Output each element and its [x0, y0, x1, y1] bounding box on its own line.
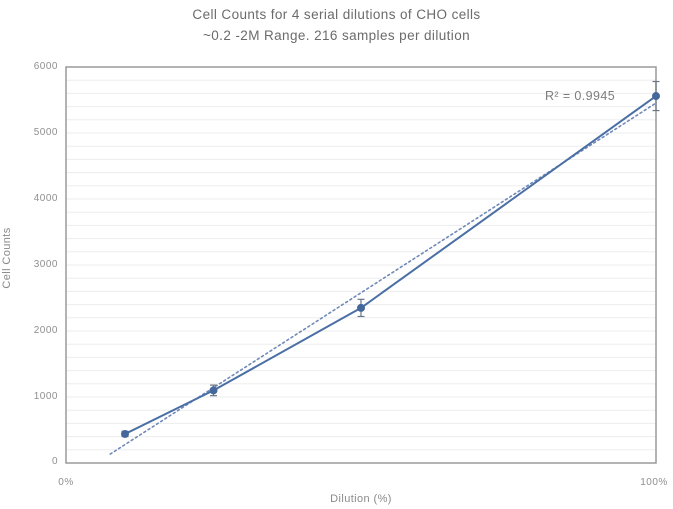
y-axis-tick-label: 3000 [33, 259, 58, 270]
y-axis-tick-label: 0 [51, 456, 58, 467]
y-axis-tick-label: 4000 [33, 193, 58, 204]
x-axis-title: Dilution (%) [330, 493, 392, 505]
x-axis-tick-label: 100% [640, 477, 668, 488]
chart-subtitle: ~0.2 -2M Range. 216 samples per dilution [202, 28, 471, 43]
y-axis-tick-label: 2000 [33, 325, 58, 336]
x-axis-tick-label: 0% [58, 477, 74, 488]
plot-frame [65, 66, 657, 464]
chart-title: Cell Counts for 4 serial dilutions of CH… [192, 7, 481, 22]
data-point [357, 303, 365, 312]
data-point [652, 92, 660, 101]
series-line [124, 95, 657, 435]
y-axis-tick-label: 1000 [33, 391, 58, 402]
y-axis-title: Cell Counts [1, 227, 13, 289]
data-point [209, 386, 218, 395]
data-point [121, 429, 129, 438]
y-axis-tick-label: 5000 [33, 127, 58, 138]
r-squared-annotation: R² = 0.9945 [545, 89, 616, 103]
y-axis-tick-label: 6000 [33, 61, 58, 72]
